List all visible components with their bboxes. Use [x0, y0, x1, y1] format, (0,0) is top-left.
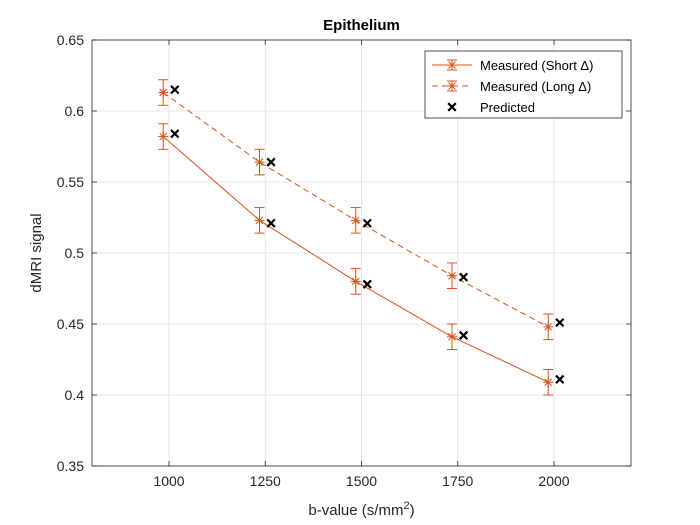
x-stroke [362, 279, 372, 289]
legend-entry: Predicted [447, 100, 535, 115]
x-tick-label: 2000 [538, 473, 569, 489]
asterisk-stroke [448, 61, 456, 69]
legend-entry: Measured (Long Δ) [432, 79, 591, 94]
y-tick-label: 0.55 [57, 174, 84, 190]
asterisk-stroke [448, 82, 456, 90]
ticks: 1000 1250 1500 1750 2000 0.35 0.4 0.45 0.5 0.55 0.… [57, 32, 631, 489]
data-point [362, 279, 372, 289]
asterisk-stroke [255, 216, 264, 225]
asterisk-stroke [255, 158, 264, 166]
data-point [458, 330, 469, 340]
legend-marker [447, 81, 457, 91]
legend-label: Predicted [480, 100, 535, 115]
legend-marker [447, 102, 457, 112]
x-tick-label: 1500 [346, 473, 377, 489]
x-axis-label: b-value (s/mm2) [308, 500, 414, 519]
asterisk-stroke [351, 216, 360, 225]
data-point [170, 85, 180, 95]
data-point [555, 318, 565, 328]
data-point [254, 157, 265, 168]
asterisk-stroke [159, 132, 168, 141]
chart-title: Epithelium [323, 17, 400, 34]
data-point [350, 215, 361, 226]
data-point [158, 131, 169, 142]
y-tick-label: 0.35 [57, 458, 84, 474]
asterisk-stroke [448, 271, 456, 280]
x-tick-label: 1000 [153, 473, 184, 489]
data-point [555, 374, 565, 384]
legend-box [424, 50, 623, 119]
asterisk-stroke [351, 277, 360, 286]
series-layer [158, 79, 565, 396]
asterisk-stroke [159, 88, 168, 97]
x-axis-label-superscript: 2 [403, 500, 409, 512]
data-point [446, 331, 457, 342]
data-point [458, 272, 469, 282]
data-point [543, 377, 554, 388]
y-tick-label: 0.6 [65, 103, 85, 119]
legend: Measured (Short Δ) Measured (Long Δ) Predi… [424, 50, 623, 119]
x-stroke [266, 157, 276, 167]
data-point [543, 321, 554, 332]
data-point [254, 215, 265, 226]
y-axis-label: dMRI signal [28, 213, 45, 292]
asterisk-stroke [544, 378, 553, 387]
x-stroke [362, 218, 372, 228]
x-stroke [170, 85, 180, 95]
data-point [362, 218, 372, 228]
x-axis-label-close: ) [410, 502, 415, 519]
data-point [170, 129, 180, 139]
y-tick-label: 0.65 [57, 32, 84, 48]
x-stroke [266, 218, 276, 228]
y-tick-label: 0.5 [65, 245, 85, 261]
asterisk-stroke [448, 332, 456, 341]
data-point [158, 87, 169, 98]
legend-label: Measured (Short Δ) [480, 58, 593, 73]
x-stroke [447, 102, 457, 112]
x-tick-label: 1250 [250, 473, 281, 489]
x-stroke [458, 330, 469, 340]
y-tick-label: 0.45 [57, 316, 84, 332]
series-1 [158, 123, 554, 396]
asterisk-stroke [544, 322, 553, 331]
x-stroke [555, 318, 565, 328]
data-point [266, 157, 276, 167]
data-point [446, 270, 457, 281]
data-point [350, 276, 361, 287]
legend-label: Measured (Long Δ) [480, 79, 591, 94]
legend-marker [447, 60, 457, 70]
x-stroke [458, 272, 469, 282]
y-tick-label: 0.4 [65, 387, 85, 403]
legend-entry: Measured (Short Δ) [432, 58, 593, 73]
x-stroke [170, 129, 180, 139]
series-3 [170, 85, 565, 384]
x-axis-label-main: b-value (s/mm [308, 502, 403, 519]
x-tick-label: 1750 [442, 473, 473, 489]
series-2 [158, 79, 554, 341]
x-stroke [555, 374, 565, 384]
data-point [266, 218, 276, 228]
